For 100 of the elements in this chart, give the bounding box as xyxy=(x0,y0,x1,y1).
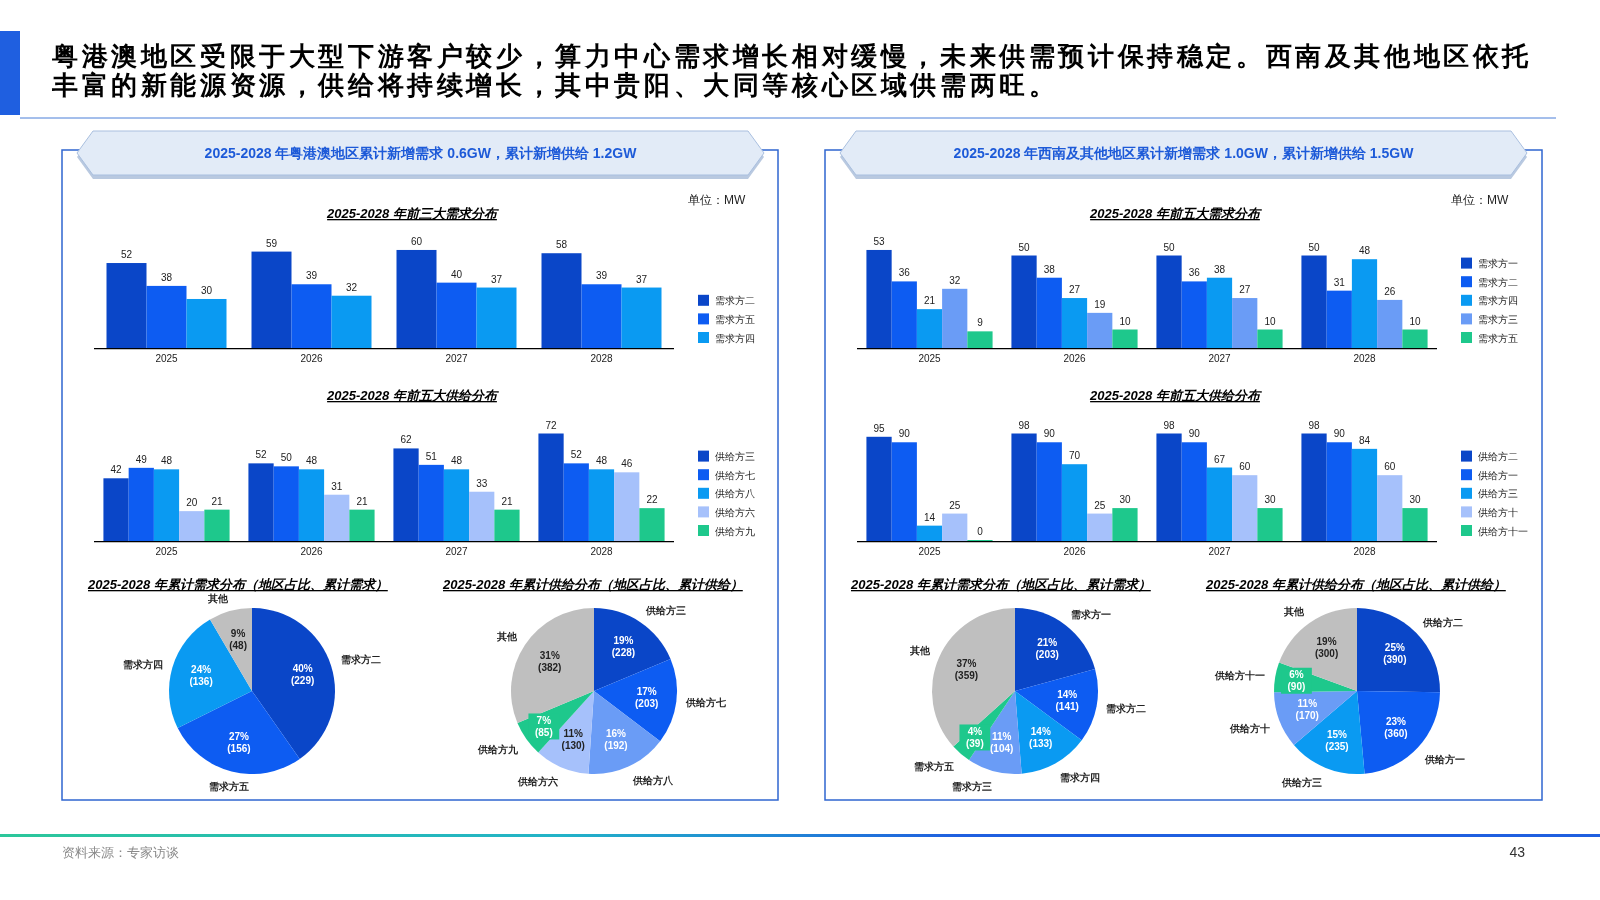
slice-label: 需求方二 xyxy=(340,654,381,666)
data-label: 14% (133) xyxy=(1029,725,1053,749)
bar xyxy=(1301,433,1327,541)
chart-subtitle: 2025-2028 年西南及其他地区累计新增需求 1.0GW，累计新增供给 1.5GW xyxy=(953,145,1415,161)
bar xyxy=(1257,329,1283,348)
data-label: 48 xyxy=(450,455,463,467)
x-tick-label: 2027 xyxy=(1208,546,1232,557)
bar xyxy=(1112,508,1138,541)
slice-label: 供给方八 xyxy=(631,775,674,787)
data-label: 11% (104) xyxy=(990,730,1014,754)
bar xyxy=(1232,298,1258,348)
data-label: 14 xyxy=(923,511,936,523)
legend-label: 供给方三 xyxy=(1478,488,1518,500)
bar xyxy=(1036,277,1062,348)
data-label: 48 xyxy=(160,455,173,467)
data-label: 40% (229) xyxy=(290,663,315,687)
data-label: 10 xyxy=(1409,315,1421,327)
data-label: 15% (235) xyxy=(1325,728,1349,752)
data-label: 30 xyxy=(1119,494,1131,506)
data-label: 20 xyxy=(186,497,198,509)
bar xyxy=(436,282,477,348)
bar xyxy=(1402,329,1428,348)
slice-label: 需求方三 xyxy=(951,780,992,792)
data-label: 27% (156) xyxy=(227,730,251,754)
data-label: 24% (136) xyxy=(189,664,213,688)
x-tick-label: 2028 xyxy=(590,546,614,557)
x-tick-label: 2028 xyxy=(1353,546,1377,557)
chart-title: 2025-2028 年前五大供给分布 xyxy=(1089,388,1262,403)
slice-label: 供给方七 xyxy=(685,697,727,709)
bar xyxy=(1087,312,1113,348)
data-label: 30 xyxy=(1409,494,1421,506)
chart-title: 2025-2028 年累计供给分布（地区占比、累计供给） xyxy=(1205,577,1506,592)
legend-label: 供给方六 xyxy=(715,506,755,518)
bar xyxy=(614,472,640,541)
legend-label: 供给方三 xyxy=(715,451,755,463)
bar xyxy=(186,298,227,348)
legend-label: 供给方十 xyxy=(1478,506,1518,518)
data-label: 60 xyxy=(1384,461,1396,473)
bar xyxy=(916,309,943,348)
data-label: 70 xyxy=(1068,450,1081,462)
legend-label: 需求方四 xyxy=(1478,295,1518,307)
bar xyxy=(1206,277,1233,348)
chart-title: 2025-2028 年累计供给分布（地区占比、累计供给） xyxy=(442,577,743,592)
x-tick-label: 2026 xyxy=(1063,546,1087,557)
data-label: 90 xyxy=(1333,428,1346,440)
data-label: 27 xyxy=(1068,284,1081,296)
legend-label: 需求方二 xyxy=(715,295,755,307)
data-label: 50 xyxy=(1163,241,1176,253)
bar xyxy=(106,263,147,348)
bar xyxy=(916,525,943,541)
legend-label: 供给方二 xyxy=(1478,451,1518,463)
data-label: 30 xyxy=(200,284,213,296)
data-label: 48 xyxy=(1358,245,1371,257)
data-label: 14% (141) xyxy=(1055,689,1079,713)
data-label: 16% (192) xyxy=(604,727,628,751)
data-label: 60 xyxy=(1239,461,1251,473)
pie-slice xyxy=(169,619,252,728)
bar xyxy=(273,466,299,541)
bar xyxy=(324,494,350,541)
bar xyxy=(1326,290,1352,348)
bar xyxy=(1156,255,1182,348)
data-label: 59 xyxy=(265,237,278,249)
x-tick-label: 2026 xyxy=(300,546,324,557)
bar xyxy=(251,251,292,348)
data-label: 50 xyxy=(280,452,293,464)
bar xyxy=(349,509,375,541)
x-tick-label: 2026 xyxy=(1063,353,1087,364)
data-label: 31% (382) xyxy=(538,650,562,674)
x-tick-label: 2027 xyxy=(445,353,469,364)
legend-label: 需求方五 xyxy=(715,313,755,325)
x-tick-label: 2027 xyxy=(445,546,469,557)
data-label: 4% (39) xyxy=(965,725,984,749)
bar xyxy=(443,469,470,541)
data-label: 98 xyxy=(1163,419,1176,431)
data-label: 58 xyxy=(555,239,568,251)
data-label: 25 xyxy=(1094,499,1106,511)
data-label: 19% (228) xyxy=(611,635,636,659)
x-tick-label: 2028 xyxy=(590,353,614,364)
slice-label: 需求方五 xyxy=(209,780,250,792)
chart-title: 2025-2028 年前五大供给分布 xyxy=(326,388,499,403)
bar xyxy=(1087,513,1113,541)
slice-label: 需求方二 xyxy=(1106,702,1147,714)
x-tick-label: 2026 xyxy=(300,353,324,364)
data-label: 36 xyxy=(898,267,911,279)
data-label: 67 xyxy=(1213,453,1226,465)
text: 43 xyxy=(1509,844,1525,860)
x-tick-label: 2025 xyxy=(155,546,179,557)
bar xyxy=(1181,281,1207,348)
bar xyxy=(1377,475,1403,541)
bar xyxy=(1377,299,1403,348)
data-label: 21 xyxy=(356,495,368,507)
bar xyxy=(1257,508,1283,541)
data-label: 90 xyxy=(898,428,911,440)
slice-label: 供给方三 xyxy=(644,605,686,617)
legend-label: 供给方一 xyxy=(1478,469,1518,481)
bar xyxy=(1036,442,1062,541)
data-label: 30 xyxy=(1264,494,1276,506)
bar xyxy=(538,433,564,541)
data-label: 37 xyxy=(635,273,648,285)
slice-label: 供给方十一 xyxy=(1214,669,1266,681)
